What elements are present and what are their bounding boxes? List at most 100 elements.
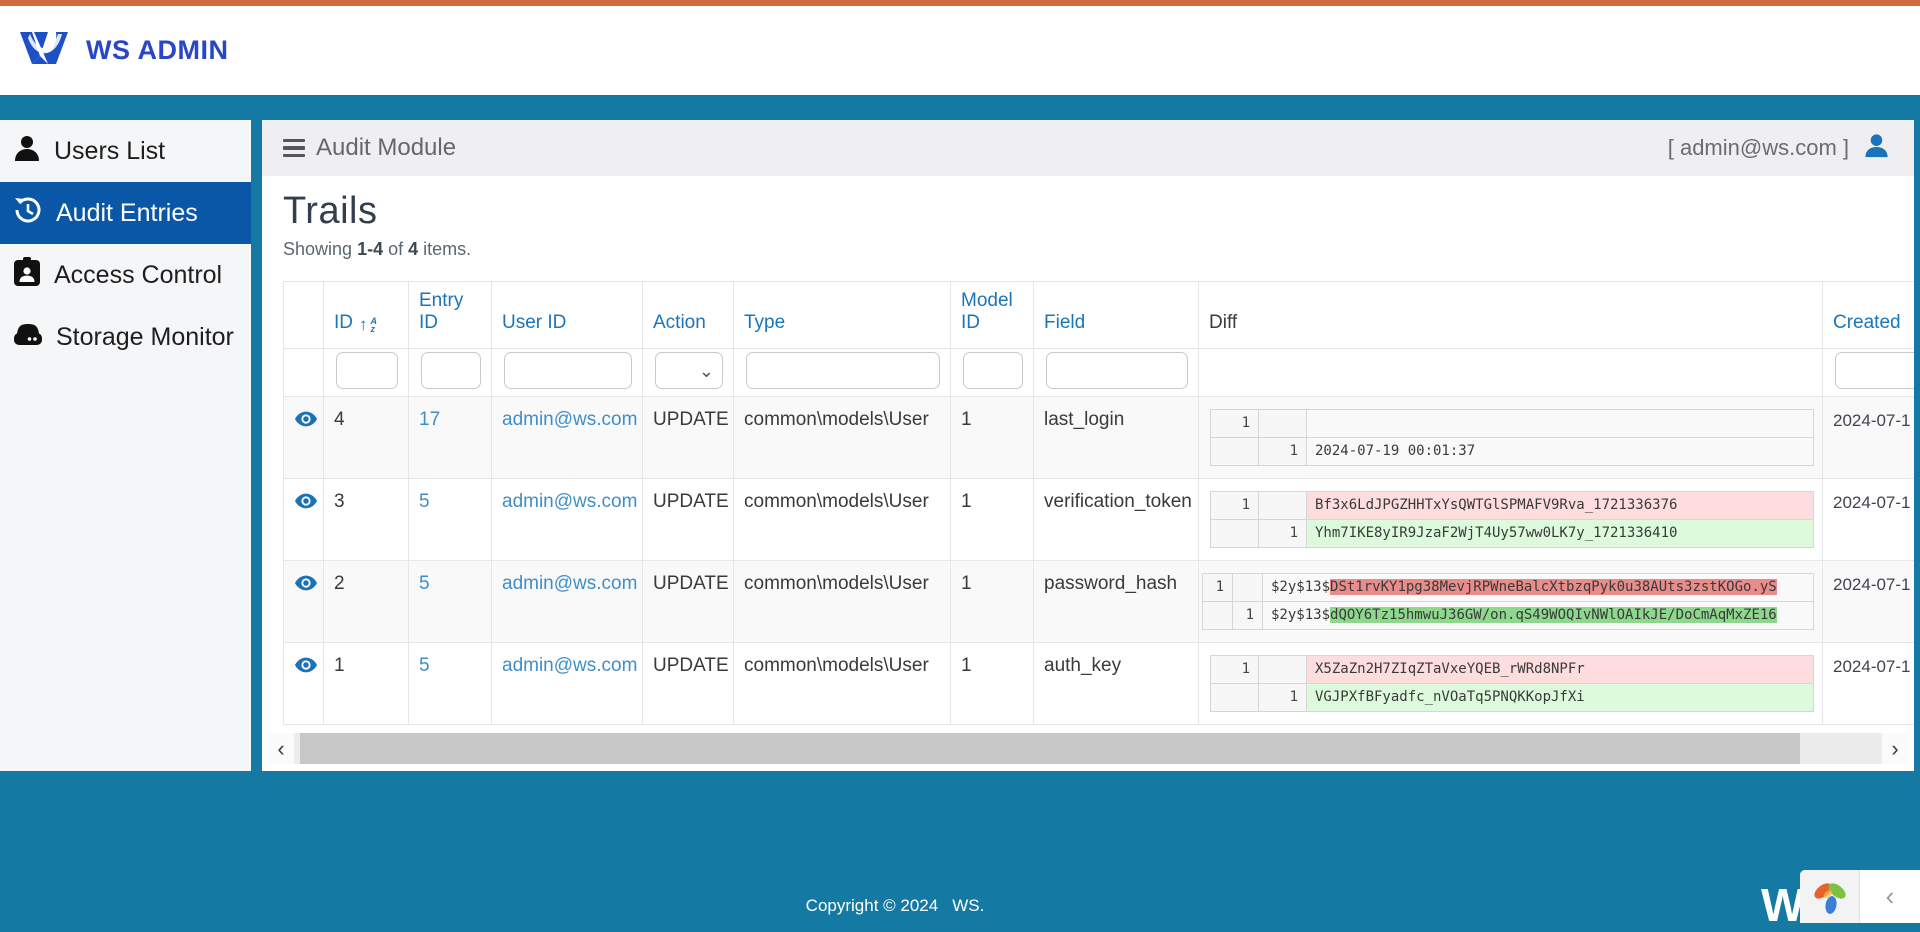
header-entry-id[interactable]: Entry ID <box>408 281 492 349</box>
user-id-link[interactable]: admin@ws.com <box>502 409 638 430</box>
horizontal-scrollbar[interactable]: ‹ › <box>268 733 1908 764</box>
header-diff: Diff <box>1198 281 1823 349</box>
eye-icon[interactable] <box>295 493 317 514</box>
sidebar-item-label: Users List <box>54 136 166 165</box>
header-model-id[interactable]: Model ID <box>950 281 1034 349</box>
diff-new-value: 2024-07-19 00:01:37 <box>1306 437 1814 466</box>
filter-created-input[interactable] <box>1835 352 1914 389</box>
entry-id-link[interactable]: 5 <box>419 573 430 594</box>
diff-table: 1 Bf3x6LdJPGZHHTxYsQWTGlSPMAFV9Rva_172133… <box>1210 491 1814 548</box>
summary-text: Showing 1-4 of 4 items. <box>283 239 472 259</box>
table-body: 4 17 admin@ws.com UPDATE common\models\U… <box>283 396 1914 725</box>
cell-id: 2 <box>323 560 409 643</box>
entry-id-link[interactable]: 17 <box>419 409 441 430</box>
diff-old-value <box>1306 409 1814 438</box>
user-icon[interactable] <box>1863 132 1890 164</box>
sidebar-item-storage-monitor[interactable]: Storage Monitor <box>0 306 251 368</box>
filter-action-select[interactable]: ⌄ <box>655 352 723 389</box>
logged-in-user: [ admin@ws.com ] <box>1667 135 1849 160</box>
cell-created: 2024-07-1 <box>1822 642 1914 725</box>
cell-field: auth_key <box>1033 642 1199 725</box>
diff-table: 1 X5ZaZn2H7ZIqZTaVxeYQEB_rWRd8NPFr 1 VGJPXf… <box>1210 655 1814 712</box>
entry-id-link[interactable]: 5 <box>419 491 430 512</box>
cell-action: UPDATE <box>642 396 734 479</box>
app-header: WS ADMIN <box>0 6 1920 95</box>
user-id-link[interactable]: admin@ws.com <box>502 573 638 594</box>
chevron-down-icon: ⌄ <box>698 360 714 381</box>
diff-new-value: VGJPXfBFyadfc_nVOaTq5PNQKKopJfXi <box>1306 683 1814 712</box>
cell-model-id: 1 <box>950 642 1034 725</box>
user-id-link[interactable]: admin@ws.com <box>502 491 638 512</box>
user-id-link[interactable]: admin@ws.com <box>502 655 638 676</box>
cell-type: common\models\User <box>733 642 951 725</box>
user-icon <box>13 134 41 169</box>
filter-row: ⌄ <box>283 348 1914 397</box>
brand[interactable]: WS ADMIN <box>18 28 228 73</box>
brand-name: WS ADMIN <box>86 35 229 65</box>
diff-table: 1 1 2024-07-19 00:01:37 <box>1210 409 1814 466</box>
sidebar-item-label: Storage Monitor <box>56 322 234 351</box>
content-card: Audit Module [ admin@ws.com ] Trails Sho… <box>262 120 1914 771</box>
module-bar: Audit Module [ admin@ws.com ] <box>262 120 1914 176</box>
sidebar: Users List Audit Entries Access Control <box>0 120 251 771</box>
cell-created: 2024-07-1 <box>1822 478 1914 561</box>
sidebar-item-users-list[interactable]: Users List <box>0 120 251 182</box>
filter-type-input[interactable] <box>746 352 940 389</box>
header-created[interactable]: Created <box>1822 281 1914 349</box>
diff-old-value: X5ZaZn2H7ZIqZTaVxeYQEB_rWRd8NPFr <box>1306 655 1814 684</box>
eye-icon[interactable] <box>295 657 317 678</box>
eye-icon[interactable] <box>295 411 317 432</box>
filter-id-input[interactable] <box>336 352 398 389</box>
corner-widget: ‹ <box>1800 870 1920 923</box>
chevron-left-icon[interactable]: ‹ <box>1885 881 1895 911</box>
filter-model-id-input[interactable] <box>963 352 1023 389</box>
id-badge-icon <box>13 256 41 294</box>
cell-id: 4 <box>323 396 409 479</box>
chevron-right-icon[interactable]: › <box>1882 733 1908 764</box>
entry-id-link[interactable]: 5 <box>419 655 430 676</box>
cell-action: UPDATE <box>642 642 734 725</box>
table-row: 1 5 admin@ws.com UPDATE common\models\Us… <box>283 642 1914 725</box>
header-user-id[interactable]: User ID <box>491 281 643 349</box>
footer-watermark: W <box>1761 879 1805 931</box>
filter-field-input[interactable] <box>1046 352 1188 389</box>
sidebar-item-audit-entries[interactable]: Audit Entries <box>0 182 251 244</box>
diff-table: 1 $2y$13$DSt1rvKY1pg38MevjRPWneBalcXtbzqP… <box>1202 573 1814 630</box>
filter-entry-id-input[interactable] <box>421 352 481 389</box>
scrollbar-track[interactable] <box>294 733 1882 764</box>
diff-new-value: Yhm7IKE8yIR9JzaF2WjT4Uy57ww0LK7y_1721336… <box>1306 519 1814 548</box>
filter-user-id-input[interactable] <box>504 352 632 389</box>
hamburger-menu-icon[interactable] <box>283 138 305 158</box>
chevron-left-icon[interactable]: ‹ <box>268 733 294 764</box>
cell-created: 2024-07-1 <box>1822 560 1914 643</box>
hdd-icon <box>13 321 43 354</box>
scrollbar-thumb[interactable] <box>300 733 1800 764</box>
table-row: 4 17 admin@ws.com UPDATE common\models\U… <box>283 396 1914 479</box>
diff-new-value: $2y$13$dQOY6Tz15hmwuJ36GW/on.qS49WOQIvNW… <box>1262 601 1814 630</box>
diff-old-value: $2y$13$DSt1rvKY1pg38MevjRPWneBalcXtbzqPy… <box>1262 573 1814 602</box>
header-type[interactable]: Type <box>733 281 951 349</box>
sidebar-item-access-control[interactable]: Access Control <box>0 244 251 306</box>
header-action[interactable]: Action <box>642 281 734 349</box>
sidebar-item-label: Audit Entries <box>56 198 198 227</box>
cell-id: 1 <box>323 642 409 725</box>
header-actions <box>283 281 324 349</box>
cell-field: verification_token <box>1033 478 1199 561</box>
petals-logo-icon[interactable] <box>1800 870 1860 923</box>
eye-icon[interactable] <box>295 575 317 596</box>
cell-created: 2024-07-1 <box>1822 396 1914 479</box>
footer-copyright: Copyright © 2024 WS. <box>805 896 985 915</box>
header-field[interactable]: Field <box>1033 281 1199 349</box>
table-row: 3 5 admin@ws.com UPDATE common\models\Us… <box>283 478 1914 561</box>
cell-field: last_login <box>1033 396 1199 479</box>
module-title: Audit Module <box>316 134 457 161</box>
cell-type: common\models\User <box>733 396 951 479</box>
cell-type: common\models\User <box>733 560 951 643</box>
cell-action: UPDATE <box>642 560 734 643</box>
